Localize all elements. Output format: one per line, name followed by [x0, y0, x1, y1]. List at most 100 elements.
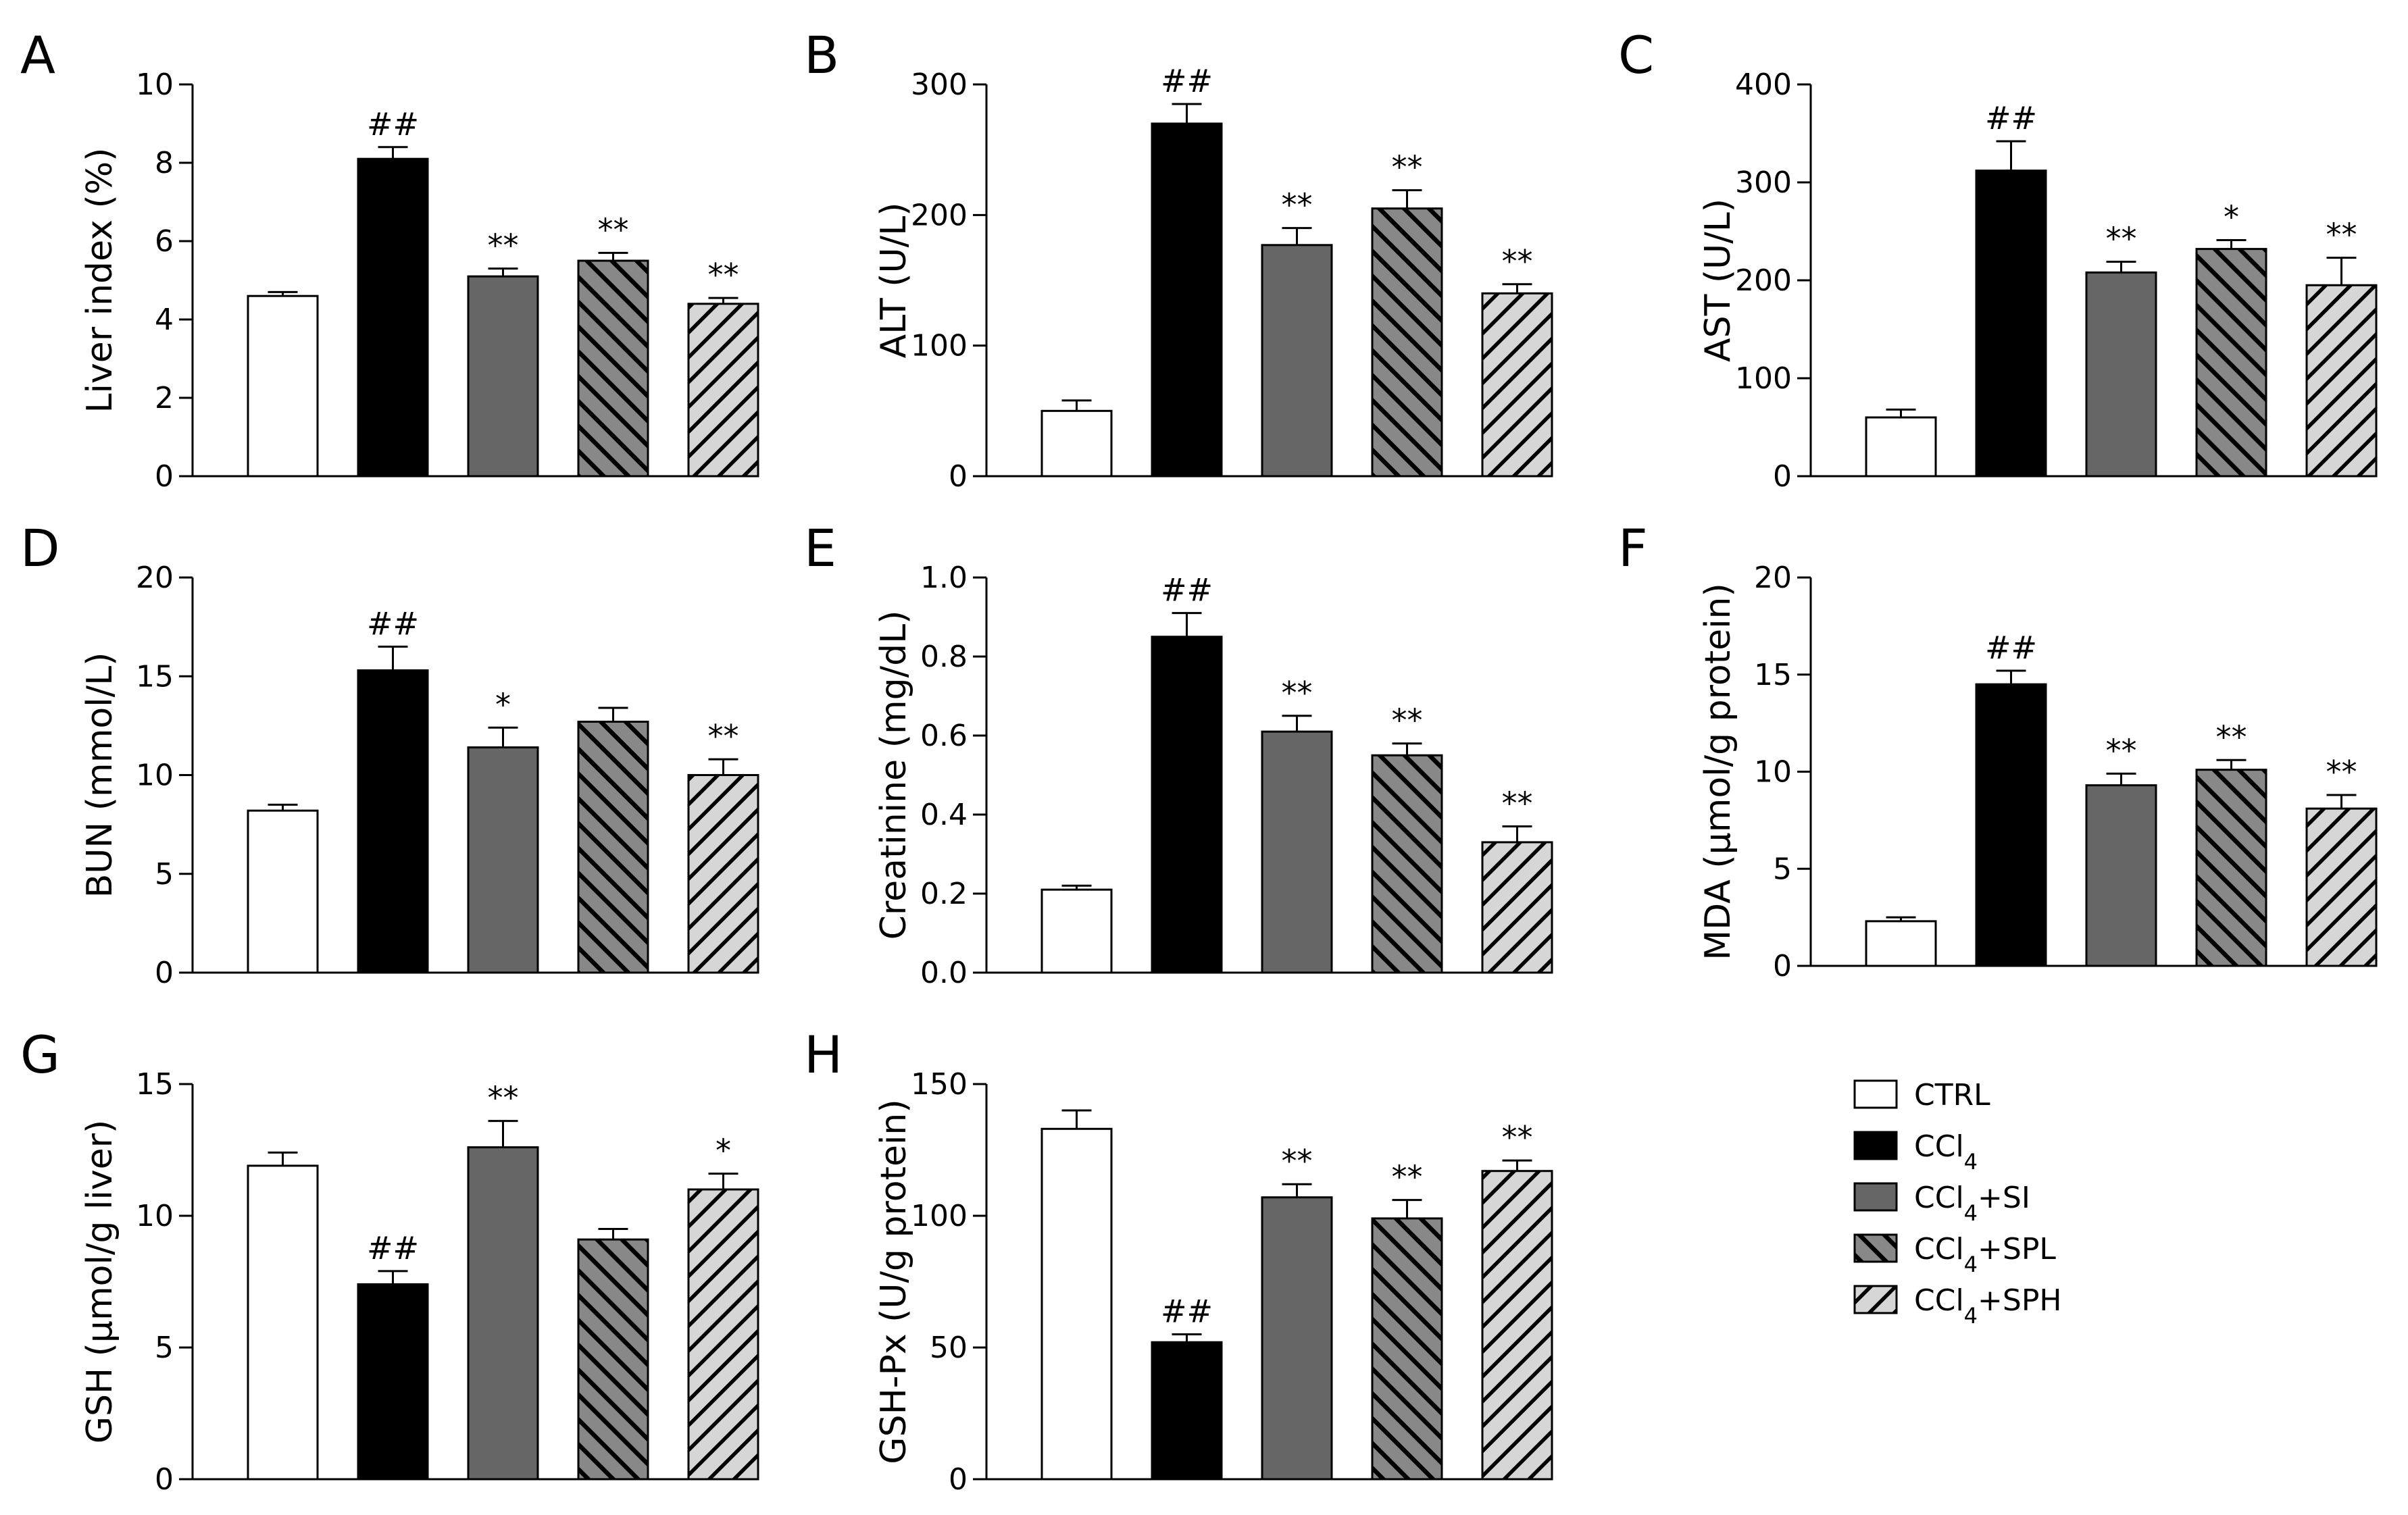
- y-tick-label: 0.4: [920, 798, 968, 832]
- panel-label: B: [804, 25, 839, 85]
- bar-ctrl: [247, 1164, 319, 1481]
- significance-ccl4-si: **: [488, 228, 519, 264]
- y-axis-label: Liver index (%): [80, 148, 120, 413]
- significance-ccl4-spl: **: [598, 211, 629, 248]
- panel-label: A: [20, 25, 55, 85]
- significance-ccl4-si: **: [1282, 187, 1313, 224]
- legend-item: CCl4+SPL: [1853, 1232, 2056, 1277]
- legend-swatch: [1853, 1079, 1898, 1109]
- bar-ccl4-spl: [577, 721, 649, 974]
- significance-ccl4-sph: **: [708, 257, 739, 293]
- legend-label: CCl4+SI: [1914, 1181, 2030, 1226]
- y-tick-label: 20: [136, 561, 174, 595]
- y-tick-label: 0: [155, 956, 174, 990]
- legend-label: CCl4+SPL: [1914, 1232, 2056, 1277]
- bar-ccl4-spl: [1371, 207, 1443, 478]
- y-tick-label: 2: [155, 381, 174, 415]
- bar-ccl4: [1151, 122, 1223, 478]
- y-tick-label: 0: [155, 1462, 174, 1497]
- y-tick-label: 100: [911, 329, 968, 363]
- significance-ccl4: ##: [367, 1230, 419, 1266]
- bar-ccl4: [357, 1283, 429, 1481]
- bar-ccl4: [1151, 636, 1223, 974]
- bar-ccl4-si: [467, 275, 539, 478]
- bar-ccl4-spl: [2195, 769, 2267, 967]
- significance-ccl4-sph: **: [1502, 786, 1533, 822]
- bar-ccl4-sph: [2305, 807, 2378, 967]
- bar-ccl4-sph: [1481, 1170, 1553, 1481]
- y-tick-label: 4: [155, 303, 174, 337]
- significance-ccl4-si: **: [1282, 675, 1313, 711]
- bar-ccl4: [1975, 683, 2047, 967]
- bar-ccl4-spl: [1371, 754, 1443, 974]
- panel-label: C: [1618, 25, 1654, 85]
- y-tick-label: 0: [1773, 459, 1792, 494]
- y-tick-label: 0.6: [920, 719, 968, 753]
- y-axis-label: AST (U/L): [1698, 199, 1738, 362]
- y-tick-label: 10: [136, 68, 174, 102]
- y-tick-label: 10: [136, 759, 174, 793]
- bar-ccl4-si: [2085, 271, 2157, 478]
- bar-ctrl: [1040, 409, 1113, 478]
- legend-swatch: [1853, 1233, 1898, 1263]
- panel-a: A 0 2 4 6 8 10 Liver index (%) ## ** ** **: [20, 25, 759, 494]
- significance-ccl4-spl: **: [1392, 149, 1423, 186]
- legend-label: CCl4: [1914, 1129, 1978, 1175]
- significance-ccl4-si: **: [2106, 220, 2137, 257]
- y-tick-label: 15: [136, 1067, 174, 1102]
- y-tick-label: 0.2: [920, 877, 968, 911]
- significance-ccl4-si: **: [1282, 1143, 1313, 1179]
- y-axis-label: GSH-Px (U/g protein): [874, 1099, 914, 1464]
- significance-ccl4-sph: **: [1502, 1119, 1533, 1156]
- legend-swatch: [1853, 1131, 1898, 1160]
- bar-ccl4-si: [1261, 730, 1333, 974]
- significance-ccl4: ##: [367, 106, 419, 143]
- legend-item: CTRL: [1853, 1078, 1990, 1112]
- significance-ccl4-spl: *: [2224, 199, 2239, 236]
- y-tick-label: 0: [949, 459, 968, 494]
- y-tick-label: 100: [1735, 361, 1792, 396]
- y-tick-label: 0: [155, 459, 174, 494]
- panel-label: F: [1618, 518, 1648, 578]
- y-tick-label: 8: [155, 146, 174, 180]
- y-tick-label: 1.0: [920, 561, 968, 595]
- y-tick-label: 10: [1754, 755, 1792, 790]
- y-tick-label: 50: [930, 1331, 968, 1365]
- y-tick-label: 5: [155, 1331, 174, 1365]
- legend-item: CCl4+SI: [1853, 1181, 2030, 1226]
- y-tick-label: 5: [155, 857, 174, 892]
- y-tick-label: 0: [949, 1462, 968, 1497]
- significance-ccl4-spl: **: [1392, 702, 1423, 739]
- bar-ccl4-spl: [577, 259, 649, 478]
- significance-ccl4: ##: [1985, 630, 2037, 666]
- y-tick-label: 5: [1773, 852, 1792, 886]
- bar-ctrl: [247, 809, 319, 974]
- bar-ctrl: [1865, 920, 1937, 967]
- bar-ccl4: [1975, 170, 2047, 478]
- significance-ccl4-si: *: [495, 686, 511, 723]
- bar-ccl4-si: [1261, 244, 1333, 478]
- bar-ccl4: [357, 669, 429, 974]
- bar-ccl4-si: [467, 746, 539, 974]
- panel-label: D: [20, 518, 60, 578]
- panel-label: E: [804, 518, 836, 578]
- significance-ccl4-sph: **: [708, 718, 739, 754]
- bar-ctrl: [1040, 888, 1113, 974]
- bar-ccl4-sph: [1481, 292, 1553, 478]
- significance-ccl4-sph: **: [2326, 754, 2357, 790]
- y-tick-label: 300: [911, 68, 968, 102]
- y-tick-label: 200: [1735, 263, 1792, 298]
- legend-item: CCl4+SPH: [1853, 1283, 2061, 1329]
- y-tick-label: 15: [1754, 658, 1792, 692]
- significance-ccl4-si: **: [488, 1080, 519, 1116]
- y-axis-label: MDA (µmol/g protein): [1698, 583, 1738, 960]
- legend-label: CTRL: [1914, 1078, 1990, 1112]
- panel-f: F 0 5 10 15 20 MDA (µmol/g protein) ## ** ** **: [1618, 518, 2378, 983]
